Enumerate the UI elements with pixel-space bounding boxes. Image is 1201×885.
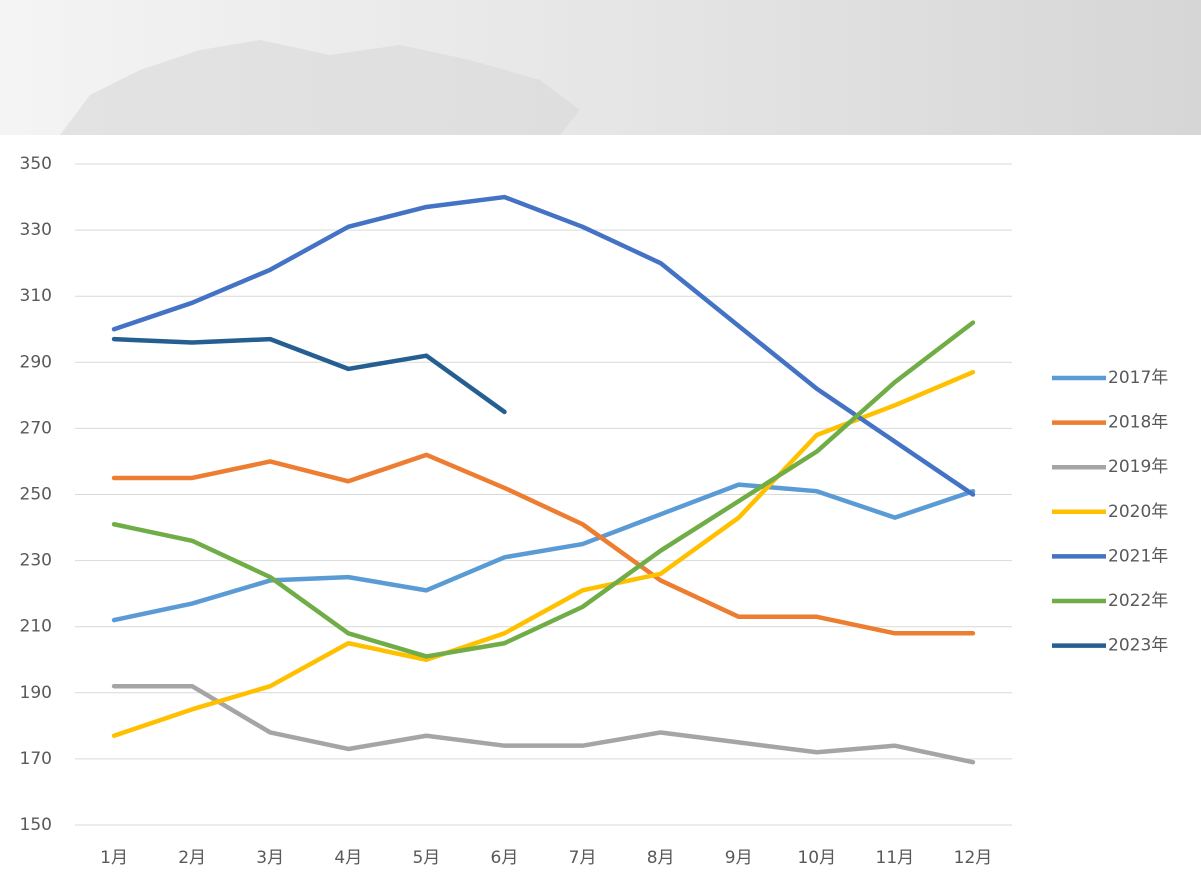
y-tick-label: 150 — [20, 815, 52, 835]
x-tick-label: 8月 — [647, 848, 675, 868]
y-tick-label: 290 — [20, 352, 52, 372]
x-tick-label: 2月 — [178, 848, 206, 868]
legend-label: 2019年 — [1108, 457, 1168, 477]
series-line — [111, 683, 976, 765]
series-line — [111, 369, 976, 739]
y-tick-label: 310 — [20, 286, 52, 306]
x-tick-label: 3月 — [256, 848, 284, 868]
x-tick-label: 4月 — [334, 848, 362, 868]
series-line — [111, 320, 976, 659]
series-line — [111, 452, 976, 636]
y-tick-label: 230 — [20, 551, 52, 571]
legend-label: 2020年 — [1108, 502, 1168, 522]
legend-label: 2022年 — [1108, 591, 1168, 611]
x-tick-label: 7月 — [569, 848, 597, 868]
y-tick-label: 330 — [20, 220, 52, 240]
y-tick-label: 170 — [20, 749, 52, 769]
x-tick-label: 11月 — [876, 848, 915, 868]
legend-label: 2023年 — [1108, 636, 1168, 656]
legend-label: 2021年 — [1108, 546, 1168, 566]
map-decoration — [60, 40, 580, 135]
x-tick-label: 5月 — [412, 848, 440, 868]
x-tick-label: 10月 — [797, 848, 836, 868]
y-tick-label: 270 — [20, 418, 52, 438]
series-line — [111, 194, 976, 497]
legend-label: 2018年 — [1108, 413, 1168, 433]
y-tick-label: 210 — [20, 617, 52, 637]
y-tick-label: 190 — [20, 683, 52, 703]
y-tick-label: 350 — [20, 154, 52, 174]
x-tick-label: 12月 — [954, 848, 993, 868]
x-tick-label: 6月 — [491, 848, 519, 868]
x-tick-label: 1月 — [100, 848, 128, 868]
series-line — [111, 336, 507, 415]
series-line — [111, 482, 976, 623]
legend-label: 2017年 — [1108, 368, 1168, 388]
x-tick-label: 9月 — [725, 848, 753, 868]
y-tick-label: 250 — [20, 485, 52, 505]
